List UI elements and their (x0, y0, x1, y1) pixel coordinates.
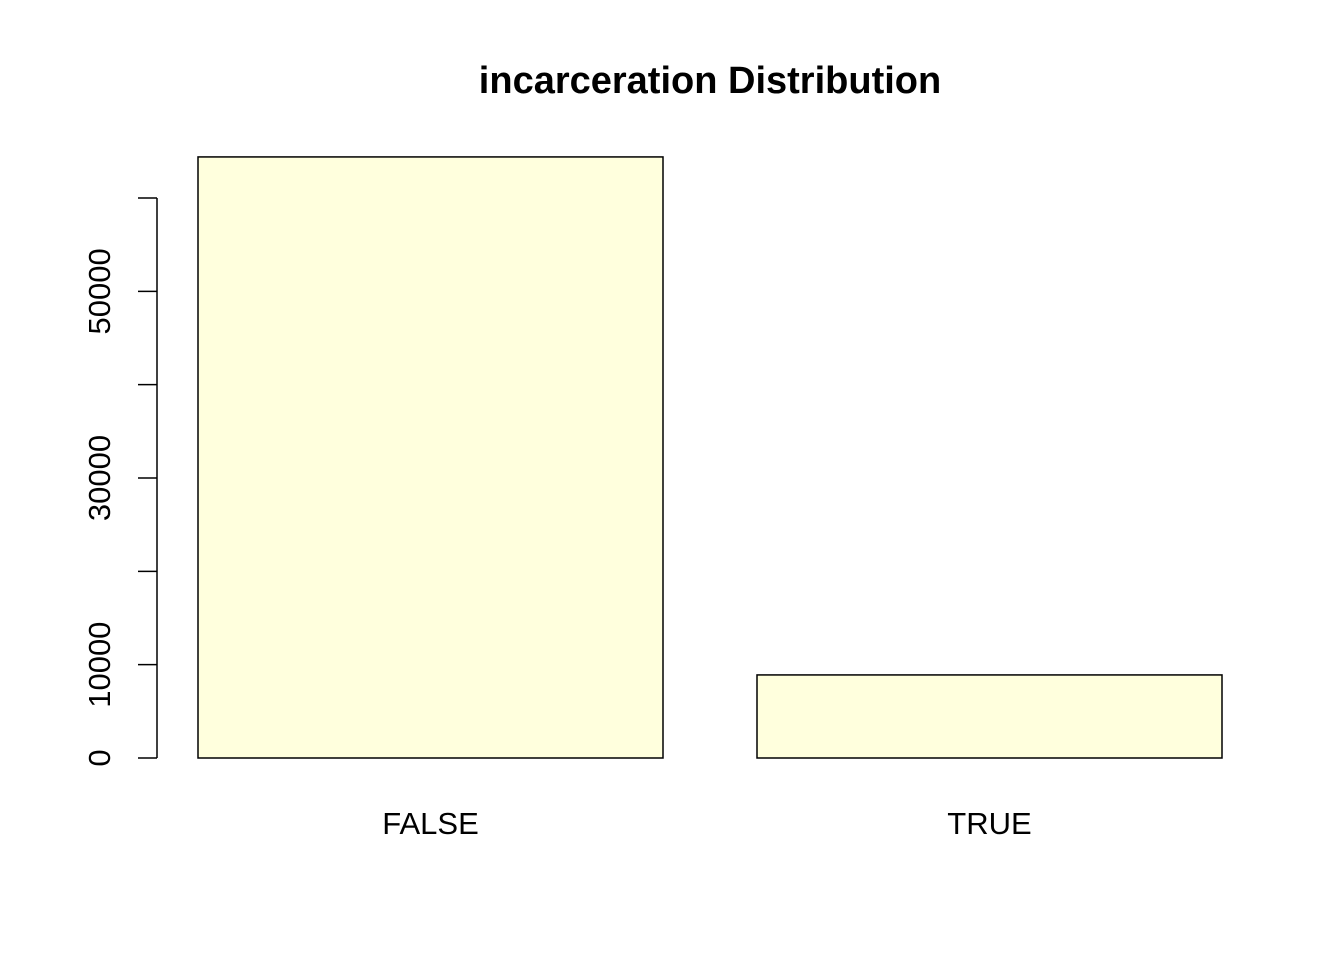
x-category-label: TRUE (947, 806, 1031, 841)
chart-title: incarceration Distribution (479, 60, 941, 102)
y-tick-label: 0 (82, 749, 117, 766)
bar-false (197, 156, 664, 759)
bar-true (756, 674, 1223, 759)
y-tick-label: 30000 (82, 435, 117, 521)
y-axis: 0 10000 30000 50000 (82, 197, 158, 767)
y-tick-label: 50000 (82, 248, 117, 334)
x-axis-labels: FALSE TRUE (382, 806, 1031, 841)
x-category-label: FALSE (382, 806, 479, 841)
y-tick-label: 10000 (82, 622, 117, 708)
bars (197, 156, 1223, 759)
